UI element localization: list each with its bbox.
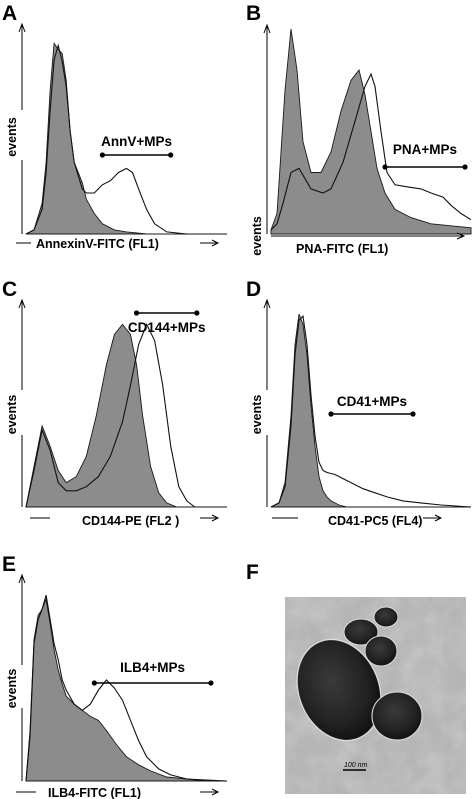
panel-b-gate-end — [462, 164, 468, 170]
panel-a-y-arrow — [18, 22, 26, 33]
panel-d-gate-label: CD41+MPs — [337, 394, 407, 409]
panel-letter-c: C — [2, 278, 17, 301]
panel-e-y-label: events — [5, 669, 19, 709]
panel-b-gate-start — [382, 164, 388, 170]
panel-a-x-label: AnnexinV-FITC (FL1) — [36, 237, 159, 251]
vesicle-top — [343, 618, 379, 646]
panel-letter-b: B — [246, 2, 261, 25]
vesicle-top-right — [373, 606, 399, 628]
panel-e-x-arrow — [211, 788, 220, 796]
panel-a-y-label: events — [5, 117, 19, 157]
panel-c-y-label: events — [5, 395, 19, 435]
panel-b-y-label: events — [250, 216, 264, 256]
panel-e-filled-histogram — [25, 597, 228, 782]
panel-letter-d: D — [246, 278, 261, 301]
panel-f-micrograph: F 100 nm — [246, 561, 466, 794]
panel-c-gate-start — [133, 310, 140, 316]
panel-b-x-label: PNA-FITC (FL1) — [296, 242, 388, 256]
panel-d-open-histogram — [270, 315, 472, 508]
panel-b-open-histogram — [270, 72, 472, 231]
panel-letter-a: A — [2, 2, 17, 25]
panel-a-gate-end — [168, 152, 174, 158]
panel-b-gate-label: PNA+MPs — [393, 142, 457, 157]
vesicle-large — [296, 638, 382, 742]
panel-d-y-arrow — [263, 298, 271, 309]
panel-e-gate-label: ILB4+MPs — [120, 660, 185, 675]
panel-c-gate-label: CD144+MPs — [128, 320, 206, 335]
panel-d-gate-start — [328, 411, 334, 417]
panel-a-x-arrow — [211, 239, 220, 247]
panel-e-gate-end — [208, 680, 214, 686]
panel-c-x-arrow — [211, 514, 220, 522]
panel-e-open-histogram — [25, 595, 227, 782]
panel-d-gate-end — [410, 411, 416, 417]
panel-e-gate-start — [91, 680, 97, 686]
panel-e-y-arrow — [18, 573, 26, 584]
panel-a-gate-label: AnnV+MPs — [101, 134, 172, 149]
panel-letter-f: F — [246, 561, 259, 584]
panel-c-filled-histogram — [25, 323, 227, 508]
panel-b-x-arrow — [456, 232, 466, 240]
panel-c-open-histogram — [25, 322, 227, 508]
panel-b-y-arrow — [263, 23, 271, 34]
panel-d-filled-histogram — [270, 313, 471, 508]
vesicle-mid-right — [364, 635, 398, 667]
panel-a-open-histogram — [25, 43, 227, 235]
panel-c-gate-end — [194, 310, 200, 316]
panel-c-y-arrow — [18, 298, 26, 309]
panel-a-gate-start — [99, 152, 105, 158]
panel-d-y-label: events — [250, 395, 264, 435]
panel-d-x-label: CD41-PC5 (FL4) — [328, 514, 422, 528]
panel-e-x-label: ILB4-FITC (FL1) — [48, 786, 141, 799]
panel-d-x-arrow — [434, 514, 443, 522]
panel-letter-e: E — [2, 553, 16, 576]
panel-b-filled-histogram — [270, 28, 472, 235]
panel-c-x-label: CD144-PE (FL2 ) — [82, 514, 179, 528]
vesicle-lower-right — [371, 691, 423, 741]
scale-bar-label: 100 nm — [344, 762, 368, 769]
